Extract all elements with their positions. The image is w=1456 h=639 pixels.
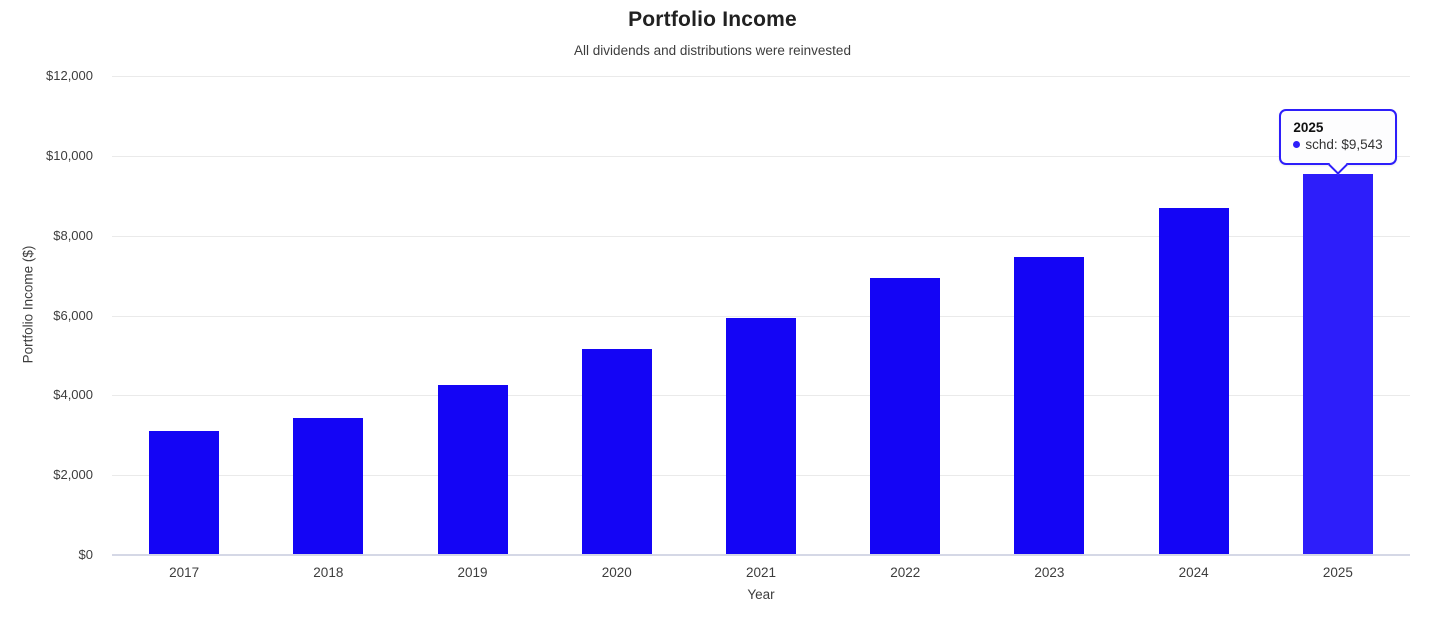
bar-2019[interactable] [437, 385, 508, 554]
bar-2018[interactable] [293, 418, 364, 554]
y-tick-label: $8,000 [53, 227, 93, 243]
tooltip-title: 2025 [1293, 120, 1324, 136]
x-tick-label: 2019 [457, 565, 488, 580]
bar-2017[interactable] [149, 431, 220, 554]
x-tick-label: 2020 [601, 565, 632, 580]
gridline [112, 76, 1410, 77]
y-tick-label: $4,000 [53, 387, 93, 403]
series-marker-icon [1293, 141, 1301, 148]
x-axis-title: Year [747, 587, 775, 602]
bar-2025[interactable] [1302, 174, 1373, 554]
bar-2022[interactable] [870, 277, 941, 554]
tooltip-series-text: schd: $9,543 [1305, 137, 1383, 153]
chart-title: Portfolio Income [628, 8, 797, 31]
bar-2021[interactable] [726, 318, 796, 554]
tooltip-caret-icon [1328, 154, 1348, 175]
x-tick-label: 2021 [745, 565, 776, 580]
x-tick-label: 2017 [169, 565, 200, 580]
y-tick-label: $10,000 [46, 147, 93, 163]
x-tick-label: 2018 [313, 565, 344, 580]
x-axis-baseline [112, 554, 1410, 556]
y-tick-label: $0 [78, 547, 93, 562]
x-tick-label: 2025 [1322, 565, 1353, 580]
y-tick-label: $2,000 [53, 467, 93, 483]
bar-2023[interactable] [1014, 256, 1085, 554]
tooltip: 2025 schd: $9,543 [1279, 109, 1397, 175]
y-tick-label: $6,000 [53, 307, 93, 323]
x-tick-label: 2024 [1178, 565, 1209, 580]
x-tick-label: 2023 [1034, 565, 1065, 580]
gridline [112, 315, 1410, 317]
bar-2020[interactable] [581, 349, 652, 554]
bar-2024[interactable] [1158, 207, 1229, 554]
gridline [112, 235, 1410, 237]
tooltip-series-line: schd: $9,543 [1293, 136, 1383, 154]
x-tick-label: 2022 [890, 565, 921, 580]
gridline [112, 155, 1410, 157]
chart-subtitle: All dividends and distributions were rei… [574, 43, 851, 58]
y-tick-label: $12,000 [46, 68, 93, 83]
